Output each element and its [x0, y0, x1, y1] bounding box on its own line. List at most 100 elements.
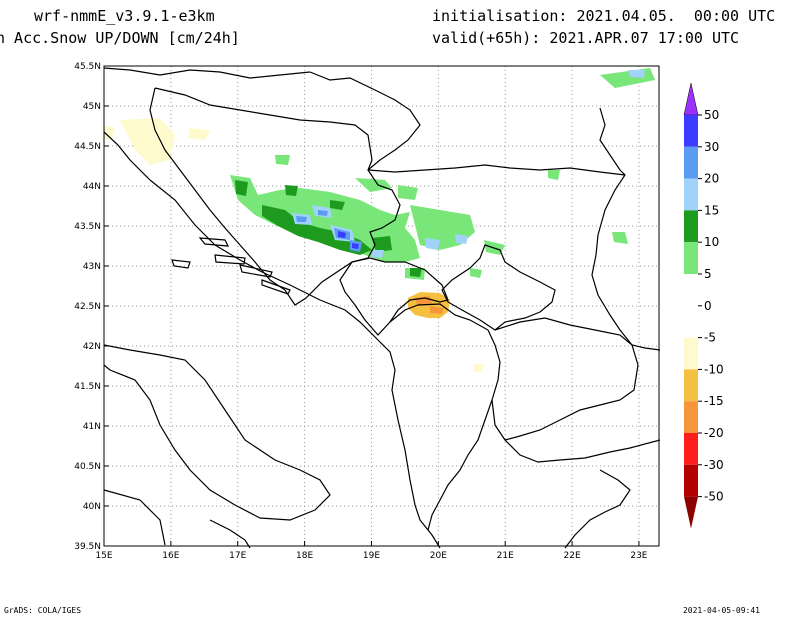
- colorbar-label: 0: [704, 299, 712, 313]
- lon-tick-label: 22E: [564, 551, 581, 561]
- field-patch-darkgreen: [235, 180, 248, 196]
- lat-tick-label: 42.5N: [74, 302, 101, 312]
- border: [367, 164, 626, 176]
- footer-timestamp: 2021-04-05-09:41: [682, 606, 760, 615]
- field-patch-light-negative: [120, 118, 175, 165]
- field-patch-green: [275, 155, 290, 165]
- lat-tick-label: 43.5N: [74, 222, 101, 232]
- field-patch-green: [600, 68, 655, 88]
- colorbar-swatch: [684, 210, 698, 243]
- colorbar-label: 15: [704, 203, 719, 217]
- field-patch-green: [398, 185, 418, 200]
- lat-tick-label: 43N: [83, 262, 101, 272]
- border: [504, 439, 661, 463]
- colorbar-swatch: [684, 242, 698, 274]
- lat-tick-label: 41.5N: [74, 382, 101, 392]
- border: [564, 469, 631, 549]
- field-patch-light-negative: [188, 128, 210, 140]
- field-patch-lightblue: [425, 238, 440, 250]
- lon-tick-label: 18E: [296, 551, 313, 561]
- footer-software: GrADS: COLA/IGES: [4, 606, 82, 615]
- colorbar-label: -20: [704, 426, 724, 440]
- lon-tick-label: 19E: [363, 551, 380, 561]
- lon-tick-label: 17E: [229, 551, 246, 561]
- border: [149, 87, 401, 306]
- border: [491, 317, 639, 441]
- field-patch-light-negative: [474, 364, 484, 372]
- colorbar-label: -15: [704, 394, 724, 408]
- colorbar-label: -30: [704, 458, 724, 472]
- lon-tick-label: 15E: [95, 551, 112, 561]
- lat-tick-label: 45.5N: [74, 62, 101, 72]
- lat-tick-label: 41N: [83, 422, 101, 432]
- field-patch-darkgreen: [285, 185, 298, 196]
- field-patch-darkblue: [352, 243, 359, 249]
- map-frame: [103, 65, 660, 547]
- lat-tick-label: 44.5N: [74, 142, 101, 152]
- border: [441, 244, 556, 331]
- island: [239, 264, 273, 278]
- field-patch-darkgreen: [410, 268, 422, 277]
- field-patch-blue: [296, 216, 307, 222]
- country-borders: [103, 67, 661, 549]
- colorbar-label: 20: [704, 172, 719, 186]
- colorbar-label: 10: [704, 235, 719, 249]
- field-patch-lightblue: [628, 70, 645, 78]
- lon-tick-label: 21E: [497, 551, 514, 561]
- border: [591, 107, 661, 351]
- colorbar-swatch: [684, 274, 698, 306]
- colorbar-swatch: [684, 115, 698, 147]
- graticule: [103, 65, 659, 547]
- colorbar-label: -50: [704, 490, 724, 504]
- field-patch-darkgreen: [372, 236, 392, 252]
- field-patch-darkgreen: [330, 200, 345, 210]
- island: [214, 254, 246, 265]
- border: [209, 519, 251, 549]
- lat-tick-label: 39.5N: [74, 542, 101, 552]
- colorbar-label: 5: [704, 267, 712, 281]
- colorbar-swatch: [684, 305, 698, 338]
- field-patch-darkblue: [338, 231, 346, 238]
- model-title: wrf-nmmE_v3.9.1-e3km: [34, 7, 215, 25]
- field-patch-darkorange: [430, 306, 444, 314]
- colorbar-arrow-top: [683, 82, 699, 116]
- coastline: [103, 131, 441, 549]
- field-patch-green: [355, 178, 392, 192]
- lon-tick-label: 23E: [630, 551, 647, 561]
- island: [171, 259, 191, 269]
- lon-tick-label: 20E: [430, 551, 447, 561]
- colorbar-label: -10: [704, 362, 724, 376]
- border: [309, 71, 421, 171]
- border: [103, 67, 311, 79]
- field-patch-green: [470, 268, 482, 278]
- colorbar-swatch: [684, 178, 698, 211]
- island: [198, 237, 230, 247]
- colorbar-label: 50: [704, 108, 719, 122]
- lat-tick-label: 42N: [83, 342, 101, 352]
- coastline-italy: [103, 344, 331, 521]
- colorbar-swatch: [684, 337, 698, 370]
- field-patch-green: [612, 232, 628, 244]
- colorbar-swatch: [684, 146, 698, 179]
- lat-tick-label: 44N: [83, 182, 101, 192]
- colorbar-swatch: [684, 401, 698, 433]
- colorbar-label: 30: [704, 140, 719, 154]
- valid-time: valid(+65h): 2021.APR.07 17:00 UTC: [432, 29, 740, 47]
- border: [339, 257, 449, 336]
- init-time: initialisation: 2021.04.05. 00:00 UTC: [432, 7, 776, 25]
- axis-ticks: 15E 16E 17E 18E 19E 20E 21E 22E 23E 39.5N 40N 40.5N…: [74, 62, 648, 561]
- field-patch-lightblue: [372, 250, 384, 258]
- field-patch-green: [484, 240, 505, 255]
- colorbar-swatch: [684, 433, 698, 465]
- field-title: n Acc.Snow UP/DOWN [cm/24h]: [0, 29, 240, 47]
- lat-tick-label: 40N: [83, 502, 101, 512]
- field-patch-darkgreen: [262, 205, 372, 255]
- field-patch-light-negative: [104, 125, 115, 140]
- colorbar-arrow-bottom: [684, 496, 698, 529]
- field-patch-blue: [318, 210, 328, 216]
- lat-tick-label: 45N: [83, 102, 101, 112]
- lat-tick-label: 40.5N: [74, 462, 101, 472]
- field-patch-lightblue: [455, 234, 468, 244]
